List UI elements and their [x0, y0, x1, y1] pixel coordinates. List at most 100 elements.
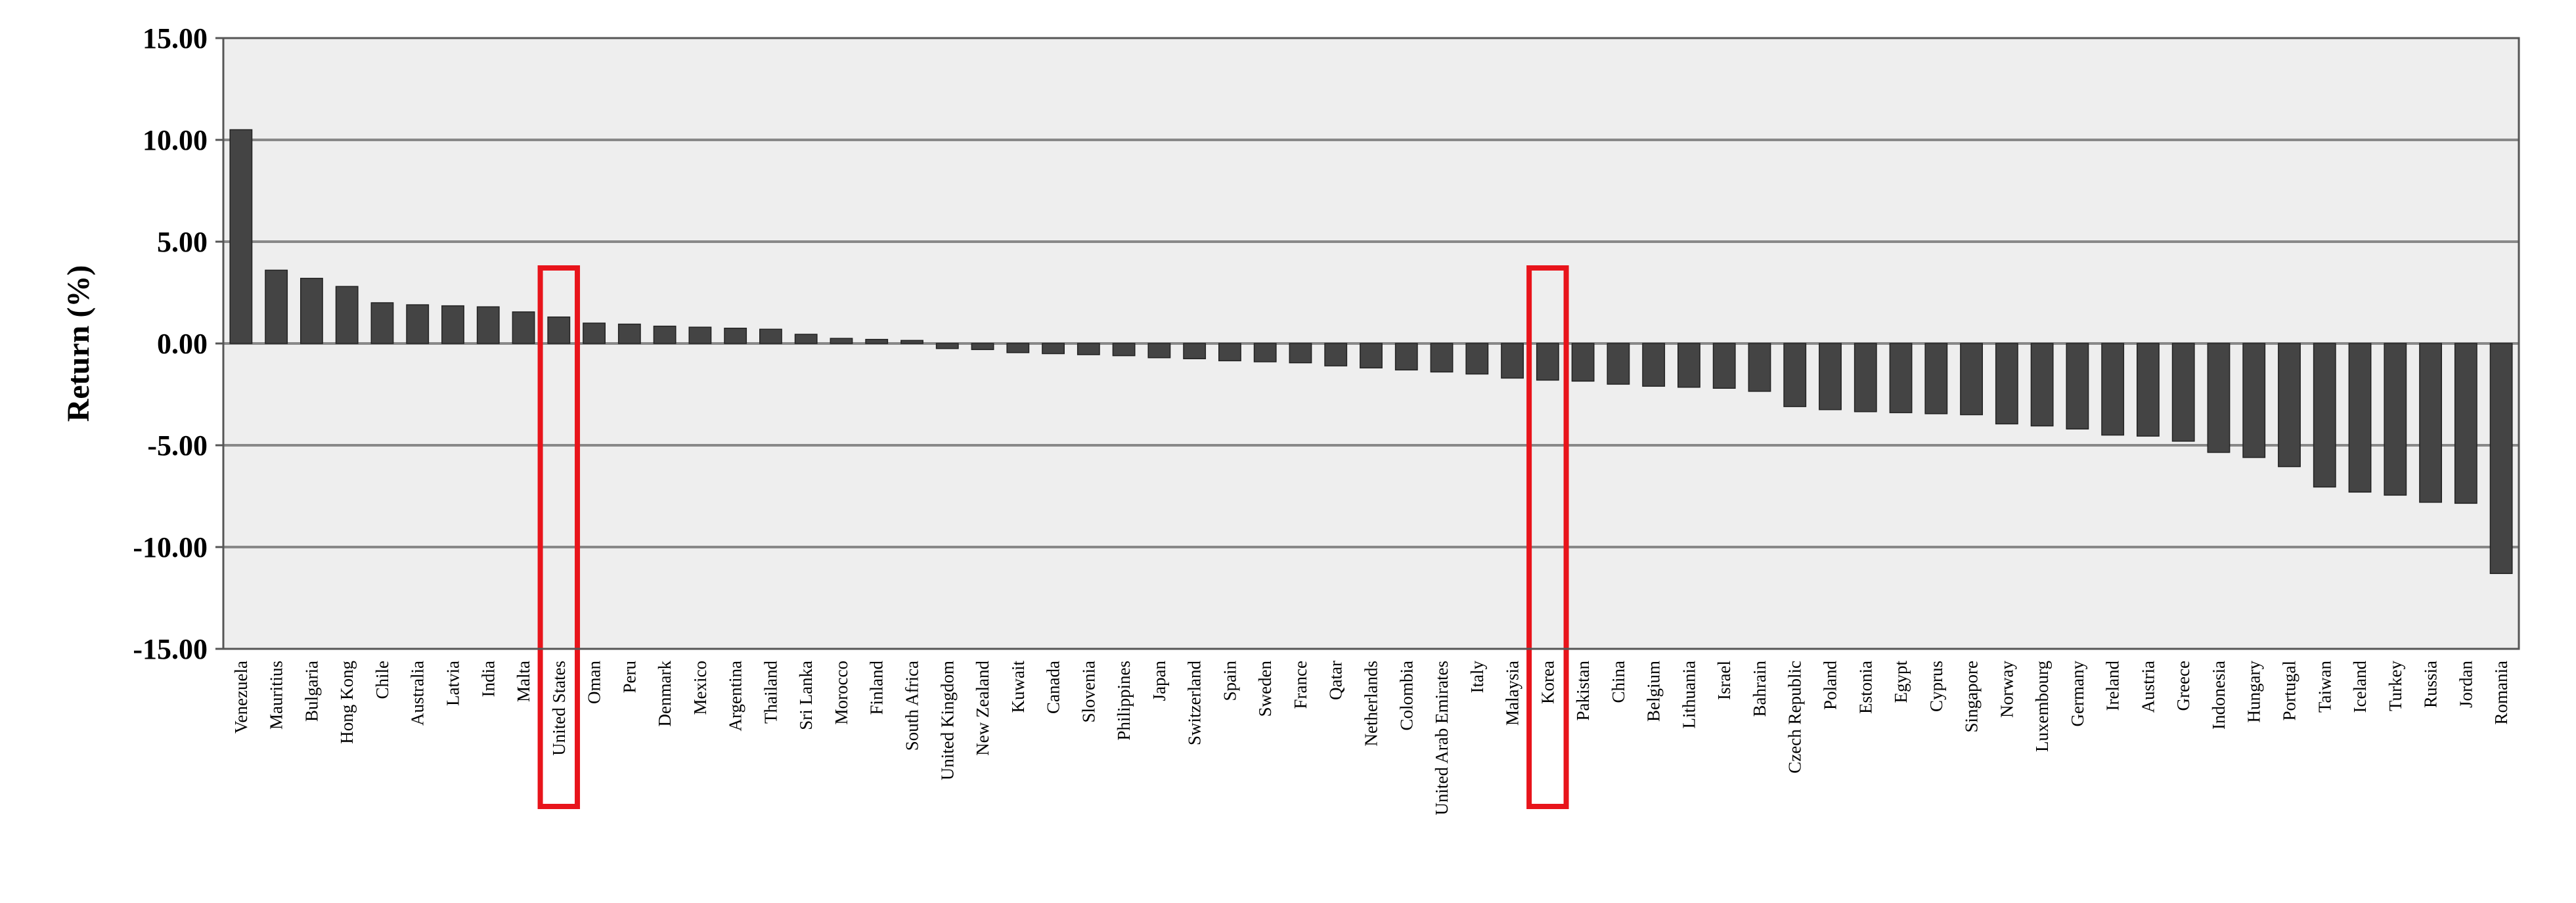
bar: [1183, 343, 1207, 359]
bar: [2489, 343, 2513, 575]
x-tick-label: Latvia: [443, 661, 463, 706]
x-tick-label: Philippines: [1114, 661, 1134, 741]
bar: [1748, 343, 1771, 392]
bar: [1571, 343, 1595, 382]
bar: [441, 305, 464, 344]
x-tick-label: Korea: [1538, 661, 1557, 704]
x-tick-label: Mauritius: [267, 661, 286, 730]
x-tick-label: Finland: [867, 661, 887, 715]
x-tick-label: Lithuania: [1679, 661, 1699, 728]
bar: [1147, 343, 1171, 359]
bar: [1995, 343, 2018, 425]
bar: [547, 316, 571, 344]
x-tick-label: China: [1609, 661, 1628, 703]
x-tick-label: Israel: [1714, 661, 1734, 700]
x-tick-label: Belgium: [1644, 661, 1664, 722]
bar: [2278, 343, 2301, 468]
x-tick-label: Sri Lanka: [796, 661, 816, 730]
bar: [1077, 343, 1100, 355]
plot-frame: [222, 37, 2520, 650]
bar: [759, 328, 782, 344]
bar: [1042, 343, 1065, 355]
bar: [1960, 343, 1983, 416]
x-tick-label: Slovenia: [1078, 661, 1098, 723]
bar: [724, 328, 747, 344]
bar: [1819, 343, 1842, 410]
y-tick-label: -15.00: [133, 633, 208, 665]
bar: [1501, 343, 1524, 379]
bar: [2101, 343, 2125, 436]
bar: [406, 304, 430, 344]
y-tick-label: 15.00: [143, 22, 208, 55]
x-tick-label: Taiwan: [2315, 661, 2334, 713]
bar: [1465, 343, 1489, 375]
bar: [1889, 343, 1913, 414]
x-tick-label: Cyprus: [1926, 661, 1946, 712]
x-tick-label: Austria: [2138, 661, 2158, 713]
x-tick-label: United Kingdom: [937, 661, 957, 780]
bar: [1218, 343, 1241, 362]
bar: [2313, 343, 2336, 488]
bar: [1112, 343, 1136, 357]
bar: [617, 323, 641, 344]
x-tick-label: United Arab Emirates: [1432, 661, 1452, 815]
highlight-box: [537, 265, 581, 809]
x-tick-label: Venezuela: [231, 661, 251, 734]
x-tick-label: Egypt: [1891, 661, 1911, 703]
y-tick-label: 5.00: [157, 226, 208, 258]
bar: [1677, 343, 1700, 388]
highlight-boxes: [537, 265, 1569, 809]
x-tick-label: Denmark: [655, 661, 675, 727]
bar: [1430, 343, 1454, 373]
x-tick-label: Turkey: [2386, 661, 2405, 712]
x-tick-label: Peru: [619, 661, 639, 694]
bar: [653, 325, 677, 344]
bar: [794, 334, 818, 344]
bar: [935, 343, 959, 349]
x-tick-label: Mexico: [690, 661, 710, 715]
x-tick-label: India: [478, 661, 498, 697]
x-tick-label: Morocco: [832, 661, 851, 724]
x-tick-label: Australia: [408, 661, 428, 726]
y-axis-label: Return (%): [61, 265, 96, 422]
bar: [2171, 343, 2195, 442]
bar: [2348, 343, 2372, 493]
x-tick-label: Bahrain: [1750, 661, 1769, 717]
bar: [2384, 343, 2407, 496]
x-tick-label: Malta: [514, 661, 533, 702]
x-tick-label: Malaysia: [1503, 661, 1522, 726]
bars: [229, 129, 2513, 575]
x-tick-label: United States: [549, 661, 569, 756]
x-tick-label: Singapore: [1962, 661, 1982, 732]
x-tick-label: Czech Republic: [1785, 661, 1805, 774]
bar: [265, 269, 288, 344]
bar: [2454, 343, 2477, 504]
highlight-box: [1526, 265, 1569, 809]
bar: [1394, 343, 1418, 371]
x-tick-label: Chile: [372, 661, 392, 699]
x-tick-label: Hungary: [2244, 661, 2264, 723]
bar: [830, 338, 853, 344]
x-tick-label: Hong Kong: [337, 661, 357, 744]
bar: [2242, 343, 2266, 458]
x-tick-label: Netherlands: [1362, 661, 1381, 746]
bar: [688, 326, 712, 344]
x-tick-label: France: [1291, 661, 1310, 709]
x-tick-label: Argentina: [726, 661, 745, 731]
x-tick-label: Pakistan: [1573, 661, 1593, 721]
bar: [300, 278, 323, 344]
y-tick-label: -5.00: [147, 429, 208, 462]
bar: [1924, 343, 1948, 414]
bar: [1607, 343, 1630, 385]
x-tick-label: Jordan: [2456, 661, 2476, 708]
bar: [1783, 343, 1807, 407]
bar: [1712, 343, 1736, 389]
bar: [2030, 343, 2054, 427]
x-tick-label: Spain: [1220, 661, 1239, 701]
bar: [1854, 343, 1877, 412]
x-tick-label: Bulgaria: [301, 661, 321, 722]
x-tick-label: Canada: [1044, 661, 1063, 714]
x-tick-label: Russia: [2421, 661, 2441, 708]
